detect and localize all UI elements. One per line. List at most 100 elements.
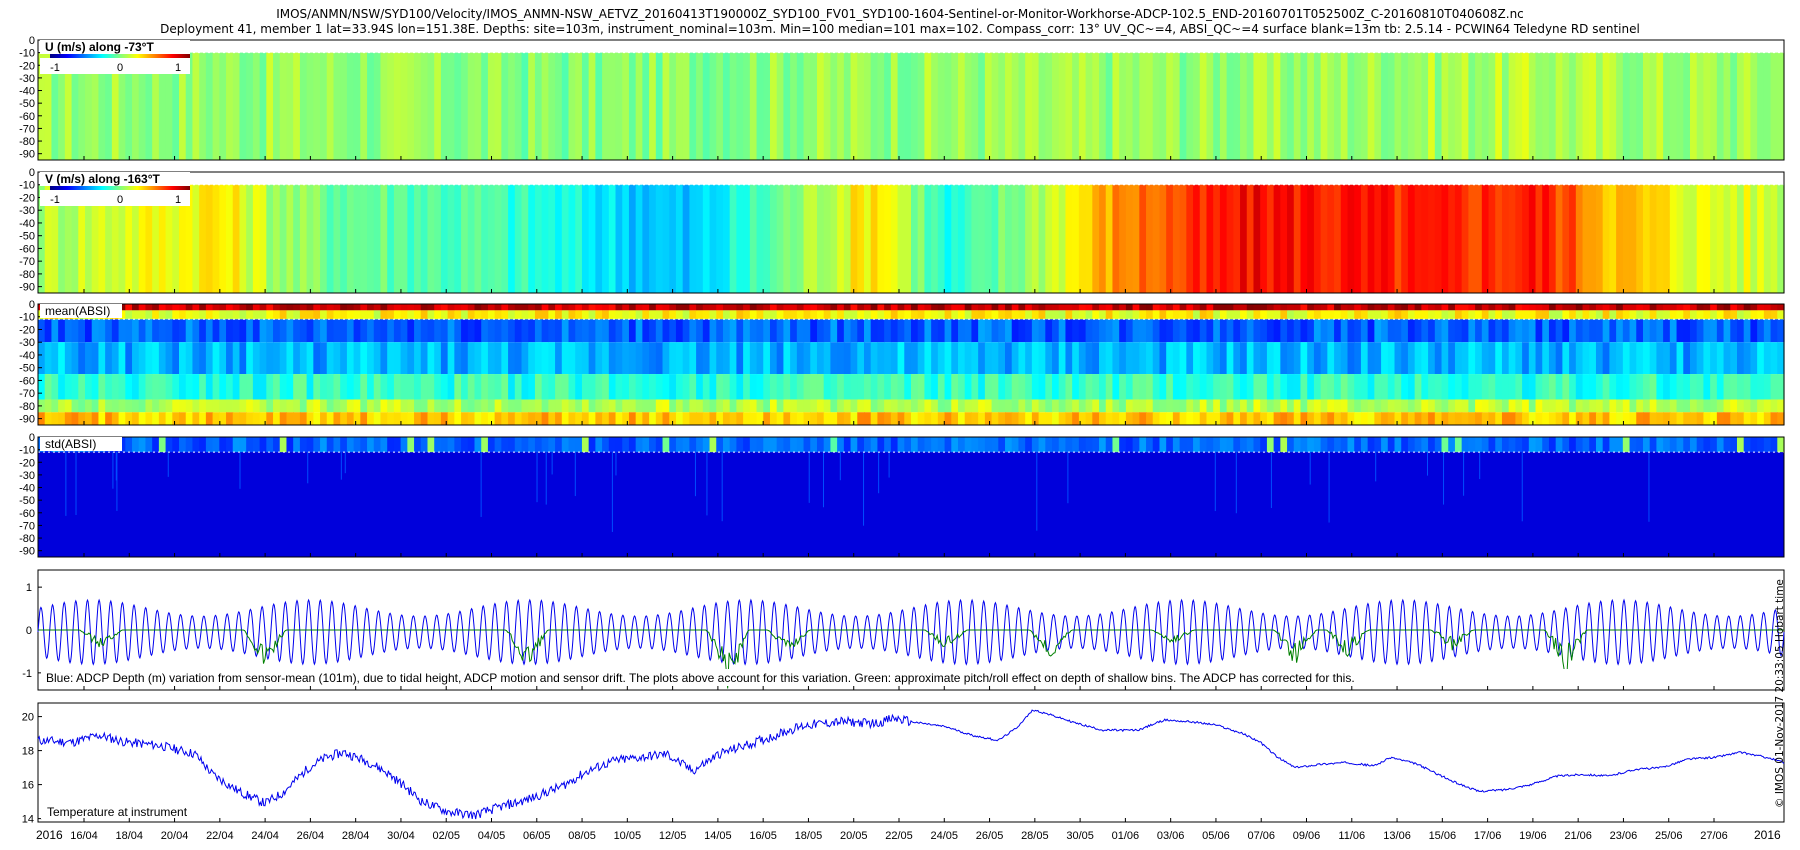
panel-depth-ytick-label: 1: [26, 582, 32, 594]
panel-temperature-ytick-label: 18: [22, 746, 34, 758]
panel-mean-absi-ytick-label: -60: [19, 375, 35, 387]
panel-mean-absi-ytick-label: -80: [19, 401, 35, 413]
xaxis-year-left: 2016: [36, 828, 63, 842]
panel-u-velocity-ytick-label: -10: [19, 48, 35, 60]
panel-mean-absi-ytick-label: -50: [19, 363, 35, 375]
panel-v-velocity-ytick-label: -10: [19, 180, 35, 192]
xtick-label: 03/06: [1157, 830, 1185, 842]
series-pitch-roll: [38, 629, 1784, 689]
xtick-label: 28/05: [1021, 830, 1049, 842]
xtick-label: 28/04: [342, 830, 370, 842]
series-temperature: [37, 709, 1785, 820]
panel-mean-absi-ytick-label: -90: [19, 414, 35, 426]
panel-v-velocity-ytick-label: -30: [19, 205, 35, 217]
panel-depth-annotation-box: [41, 669, 1631, 686]
xtick-label: 16/05: [749, 830, 777, 842]
xtick-label: 05/06: [1202, 830, 1230, 842]
panel-u-velocity-colorbar-label-box: [40, 58, 190, 74]
panel-v-velocity-ytick-label: 0: [29, 167, 35, 179]
xtick-label: 16/04: [70, 830, 98, 842]
panel-temperature-ytick-label: 20: [22, 712, 34, 724]
panel-u-velocity-ytick-label: -60: [19, 111, 35, 123]
panel-std-absi-ytick-label: -10: [19, 445, 35, 457]
panel-v-velocity-ytick-label: -70: [19, 256, 35, 268]
panel-u-velocity-title-box: [40, 40, 190, 54]
panel-std-absi-ytick-label: -90: [19, 546, 35, 558]
xtick-label: 24/05: [931, 830, 959, 842]
panel-mean-absi-ytick-label: -40: [19, 350, 35, 362]
panel-u-velocity-ytick-label: -30: [19, 73, 35, 85]
xtick-label: 18/04: [116, 830, 144, 842]
xtick-label: 17/06: [1474, 830, 1502, 842]
xtick-label: 25/06: [1655, 830, 1683, 842]
xtick-label: 13/06: [1383, 830, 1411, 842]
xtick-label: 06/05: [523, 830, 551, 842]
xtick-label: 20/05: [840, 830, 868, 842]
panel-std-absi-field: [38, 437, 1785, 557]
panel-mean-absi-ytick-label: 0: [29, 299, 35, 311]
panel-v-velocity-ytick-label: -20: [19, 192, 35, 204]
panel-u-velocity-colorbar: [50, 54, 190, 58]
panel-depth-ytick-label: 0: [26, 625, 32, 637]
panel-v-velocity-field: [38, 184, 1785, 293]
panel-std-absi-ytick-label: -70: [19, 520, 35, 532]
xtick-label: 18/05: [795, 830, 823, 842]
xtick-label: 24/04: [251, 830, 279, 842]
panel-u-velocity-colorbar-tick: 0: [117, 62, 123, 74]
xtick-label: 20/04: [161, 830, 189, 842]
panel-v-velocity-colorbar-tick: -1: [50, 194, 60, 206]
xtick-label: 01/06: [1112, 830, 1140, 842]
panel-v-velocity-ytick-label: -80: [19, 269, 35, 281]
panel-std-absi-title-box: [40, 437, 122, 451]
panel-mean-absi-title: mean(ABSI): [45, 304, 110, 318]
panel-temperature-title: Temperature at instrument: [47, 805, 188, 819]
xtick-label: 15/06: [1429, 830, 1457, 842]
panel-v-velocity-ytick-label: -90: [19, 282, 35, 294]
xtick-label: 23/06: [1610, 830, 1638, 842]
panel-temperature-ytick-label: 16: [22, 780, 34, 792]
xtick-label: 02/05: [432, 830, 460, 842]
panel-temperature-ytick-label: 14: [22, 814, 34, 826]
panel-std-absi-ytick-label: -20: [19, 457, 35, 469]
xtick-label: 08/05: [568, 830, 596, 842]
panel-v-velocity-ytick-label: -60: [19, 243, 35, 255]
panel-u-velocity-colorbar-tick: -1: [50, 62, 60, 74]
panel-mean-absi-ytick-label: -70: [19, 388, 35, 400]
panel-u-velocity-ytick-label: -70: [19, 123, 35, 135]
xtick-label: 14/05: [704, 830, 732, 842]
panel-u-velocity-ytick-label: -90: [19, 149, 35, 161]
panel-depth-annotation: Blue: ADCP Depth (m) variation from sens…: [46, 671, 1355, 685]
panel-v-velocity-colorbar-tick: 0: [117, 194, 123, 206]
panel-mean-absi-ytick-label: -10: [19, 312, 35, 324]
panel-u-velocity-ytick-label: 0: [29, 35, 35, 47]
panel-std-absi-ytick-label: -50: [19, 495, 35, 507]
panel-temperature-frame: [37, 702, 1785, 823]
xtick-label: 27/06: [1700, 830, 1728, 842]
xtick-label: 11/06: [1338, 830, 1365, 842]
panel-mean-absi-ytick-label: -30: [19, 337, 35, 349]
series-depth-variation: [37, 598, 1785, 666]
panel-std-absi-ytick-label: -60: [19, 508, 35, 520]
copyright-note: © IMOS 01-Nov-2017 20:33:05 Hobart time: [1774, 579, 1786, 808]
xtick-label: 19/06: [1519, 830, 1547, 842]
panel-std-absi-ytick-label: -40: [19, 483, 35, 495]
xtick-label: 30/04: [387, 830, 415, 842]
xtick-label: 26/04: [297, 830, 325, 842]
panel-u-velocity-field: [38, 52, 1785, 160]
panel-std-absi-title: std(ABSI): [45, 437, 96, 451]
panel-mean-absi-ytick-label: -20: [19, 324, 35, 336]
xtick-label: 26/05: [976, 830, 1004, 842]
panel-v-velocity-colorbar-label-box: [40, 190, 190, 206]
xtick-label: 22/05: [885, 830, 913, 842]
xtick-label: 21/06: [1564, 830, 1592, 842]
panel-std-absi-ytick-label: -80: [19, 533, 35, 545]
panel-u-velocity-colorbar-tick: 1: [175, 62, 181, 74]
panel-v-velocity-ytick-label: -50: [19, 231, 35, 243]
panel-v-velocity-title-box: [40, 172, 190, 186]
panel-std-absi-ytick-label: -30: [19, 470, 35, 482]
xaxis-year-right: 2016: [1754, 828, 1781, 842]
panel-mean-absi-title-box: [40, 304, 122, 318]
xtick-label: 09/06: [1293, 830, 1321, 842]
panel-temperature-title-box: [41, 804, 209, 819]
